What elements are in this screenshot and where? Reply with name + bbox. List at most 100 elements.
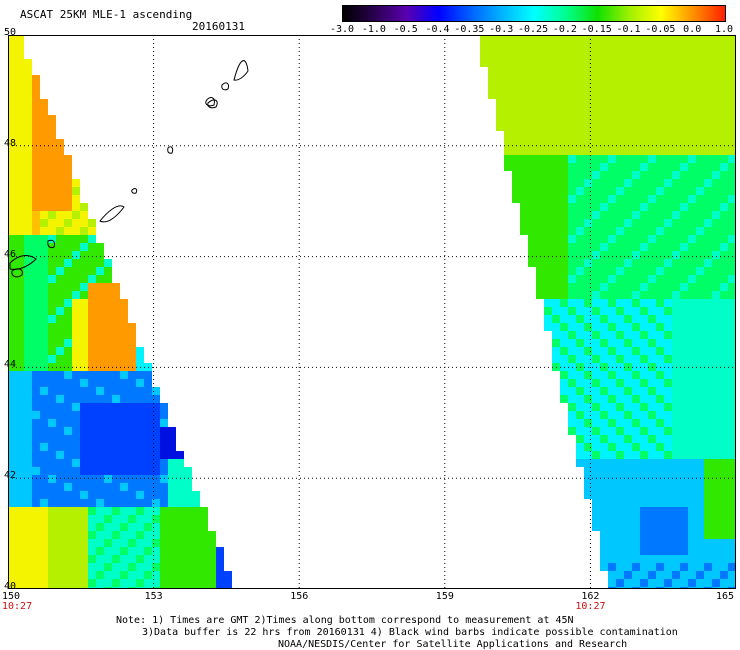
wind-cell [728,267,736,275]
wind-cell [72,419,80,427]
wind-cell [48,163,56,171]
wind-cell [680,459,688,467]
wind-cell [80,291,88,299]
wind-cell [672,43,680,51]
wind-cell [104,299,112,307]
wind-cell [504,51,512,59]
wind-cell [680,275,688,283]
wind-cell [24,475,32,483]
wind-cell [560,203,568,211]
wind-cell [568,235,576,243]
wind-cell [8,163,16,171]
wind-cell [680,547,688,555]
wind-cell [648,131,656,139]
wind-cell [488,43,496,51]
wind-cell [672,315,680,323]
wind-cell [608,451,616,459]
wind-cell [16,547,24,555]
wind-cell [664,107,672,115]
wind-cell [584,315,592,323]
wind-cell [616,251,624,259]
wind-cell [704,107,712,115]
wind-cell [696,491,704,499]
wind-cell [680,43,688,51]
wind-cell [664,555,672,563]
wind-cell [712,123,720,131]
wind-cell [656,371,664,379]
wind-cell [584,99,592,107]
wind-cell [696,299,704,307]
wind-cell [672,403,680,411]
wind-cell [616,91,624,99]
wind-cell [24,227,32,235]
wind-cell [16,107,24,115]
wind-cell [640,531,648,539]
wind-cell [592,179,600,187]
wind-cell [88,419,96,427]
wind-cell [704,467,712,475]
colorbar-tick-label: -0.1 [616,24,641,35]
wind-cell [16,43,24,51]
wind-cell [608,467,616,475]
wind-cell [176,507,184,515]
wind-cell [64,339,72,347]
wind-cell [640,579,648,587]
wind-cell [48,467,56,475]
wind-cell [112,491,120,499]
wind-cell [528,43,536,51]
wind-cell [488,75,496,83]
wind-cell [576,323,584,331]
wind-cell [8,483,16,491]
wind-cell [16,275,24,283]
wind-cell [576,243,584,251]
wind-cell [96,395,104,403]
wind-cell [536,235,544,243]
wind-cell [672,179,680,187]
wind-cell [160,403,168,411]
wind-cell [648,339,656,347]
wind-cell [704,275,712,283]
wind-cell [64,523,72,531]
wind-cell [56,339,64,347]
wind-cell [560,91,568,99]
wind-cell [16,243,24,251]
wind-cell [536,171,544,179]
wind-cell [64,515,72,523]
wind-cell [656,91,664,99]
wind-cell [688,211,696,219]
wind-cell [128,507,136,515]
wind-cell [648,43,656,51]
wind-cell [72,571,80,579]
wind-cell [56,531,64,539]
wind-cell [616,547,624,555]
wind-cell [32,339,40,347]
wind-cell [720,507,728,515]
wind-cell [112,299,120,307]
wind-cell [584,419,592,427]
longitude-label: 159 [435,591,454,602]
wind-cell [592,411,600,419]
wind-cell [568,387,576,395]
wind-cell [704,331,712,339]
wind-cell [632,251,640,259]
wind-cell [680,395,688,403]
wind-cell [680,403,688,411]
wind-cell [584,403,592,411]
wind-cell [624,435,632,443]
wind-cell [712,435,720,443]
wind-cell [88,411,96,419]
wind-cell [8,507,16,515]
wind-cell [552,91,560,99]
wind-cell [688,251,696,259]
wind-cell [584,51,592,59]
wind-cell [128,499,136,507]
wind-cell [136,443,144,451]
wind-cell [632,563,640,571]
wind-cell [632,371,640,379]
wind-cell [664,251,672,259]
wind-cell [576,355,584,363]
wind-cell [528,203,536,211]
wind-cell [192,555,200,563]
latitude-label: 42 [4,470,17,482]
wind-cell [520,179,528,187]
